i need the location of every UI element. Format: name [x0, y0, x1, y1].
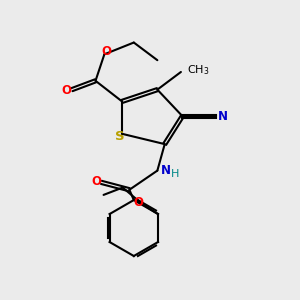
Text: N: N	[218, 110, 228, 123]
Text: O: O	[133, 196, 143, 209]
Text: CH$_3$: CH$_3$	[188, 64, 210, 77]
Text: N: N	[161, 164, 171, 176]
Text: O: O	[102, 45, 112, 58]
Text: S: S	[115, 130, 124, 143]
Text: H: H	[171, 169, 179, 179]
Text: O: O	[62, 84, 72, 97]
Text: O: O	[91, 175, 101, 188]
